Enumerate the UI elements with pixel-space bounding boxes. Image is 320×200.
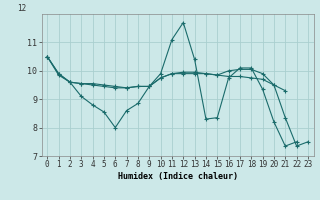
Text: 12: 12 (17, 4, 26, 13)
X-axis label: Humidex (Indice chaleur): Humidex (Indice chaleur) (118, 172, 237, 181)
